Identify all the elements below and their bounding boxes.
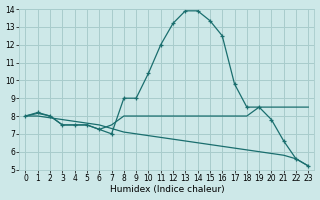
X-axis label: Humidex (Indice chaleur): Humidex (Indice chaleur) [109,185,224,194]
